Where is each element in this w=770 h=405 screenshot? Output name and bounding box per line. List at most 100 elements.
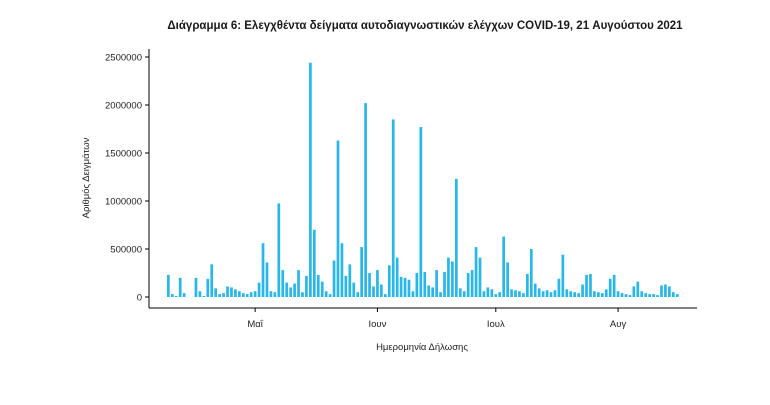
bar <box>419 127 423 297</box>
bar <box>549 292 553 297</box>
x-ticks: Μαΐ Ιουν Ιουλ Αυγ <box>247 308 626 330</box>
bar <box>360 247 363 297</box>
bar <box>494 294 498 297</box>
bar <box>194 277 198 297</box>
bar <box>383 294 387 297</box>
bar <box>514 290 517 297</box>
bar <box>320 281 324 297</box>
bar <box>301 292 304 297</box>
x-tick-label: Ιουλ <box>487 319 505 330</box>
bar <box>273 292 277 297</box>
bar <box>435 270 438 297</box>
bar <box>632 286 636 297</box>
bar <box>281 270 285 297</box>
bar <box>364 103 367 297</box>
y-tick-label: 1500000 <box>105 149 142 160</box>
bar <box>510 289 513 297</box>
bar <box>470 270 474 297</box>
bar <box>620 293 624 297</box>
bar <box>387 265 391 297</box>
bar <box>640 291 644 297</box>
bar <box>431 287 435 297</box>
bar <box>537 288 541 297</box>
bar <box>454 178 458 297</box>
bar <box>541 291 545 297</box>
bar <box>423 272 427 297</box>
bar <box>174 296 178 297</box>
bar <box>411 291 415 297</box>
bar <box>593 291 596 297</box>
bar <box>565 289 569 297</box>
bar <box>399 276 403 297</box>
bar <box>660 285 663 297</box>
bar <box>597 292 600 297</box>
bar <box>214 288 218 297</box>
bar <box>368 273 371 297</box>
bar <box>226 286 229 297</box>
bar <box>222 293 225 297</box>
bar <box>348 264 352 297</box>
bar <box>671 292 675 297</box>
bar <box>522 293 525 297</box>
bar <box>198 291 202 297</box>
bar <box>277 203 281 297</box>
y-tick-label: 0 <box>137 293 142 304</box>
bar <box>403 277 407 297</box>
x-tick-label: Ιουν <box>368 319 386 330</box>
bar <box>628 295 632 297</box>
bar <box>581 284 584 297</box>
bar <box>490 289 494 297</box>
bar <box>557 278 561 297</box>
y-tick-label: 2500000 <box>105 53 142 64</box>
bar <box>265 262 269 297</box>
bar <box>636 281 640 297</box>
bar <box>612 274 616 297</box>
bar <box>238 291 241 297</box>
bar <box>241 293 245 297</box>
y-tick-label: 1000000 <box>105 197 142 208</box>
bar <box>269 291 273 297</box>
bar <box>312 229 316 297</box>
bar <box>561 254 565 297</box>
bar <box>253 291 257 297</box>
bar <box>309 62 312 298</box>
bar <box>545 290 549 297</box>
bar <box>182 293 186 297</box>
bar <box>178 277 182 297</box>
bar <box>170 294 174 297</box>
bar <box>297 270 300 297</box>
bar <box>529 249 533 297</box>
bar <box>391 119 395 298</box>
bar <box>257 282 261 297</box>
bar <box>305 275 308 297</box>
x-axis-label: Ημερομηνία Δήλωσης <box>376 342 468 353</box>
bar <box>533 283 537 297</box>
y-tick-label: 500000 <box>110 245 142 256</box>
bar <box>289 287 292 297</box>
bar <box>668 286 671 297</box>
bar <box>293 283 296 297</box>
bar <box>372 286 375 297</box>
bar <box>652 294 655 297</box>
bar <box>285 282 289 297</box>
bar <box>656 295 659 297</box>
bar <box>230 287 233 297</box>
bar <box>644 293 648 297</box>
bar <box>553 290 557 297</box>
bar <box>569 291 573 297</box>
bar <box>624 294 628 297</box>
bar <box>518 291 521 297</box>
bar <box>600 293 604 297</box>
bar <box>506 262 509 297</box>
bar <box>577 293 580 297</box>
bar <box>356 292 360 297</box>
bar <box>482 291 486 297</box>
bar <box>675 294 679 297</box>
bar <box>340 243 344 297</box>
bar <box>447 257 450 297</box>
bar <box>324 291 328 297</box>
bars-group <box>167 62 679 298</box>
bar <box>498 292 502 297</box>
bar <box>218 294 221 297</box>
